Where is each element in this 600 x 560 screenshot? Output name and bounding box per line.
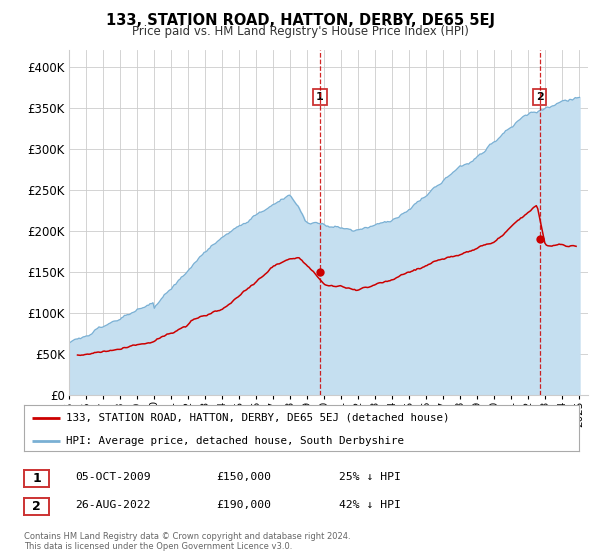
Text: £190,000: £190,000 (216, 500, 271, 510)
Text: 1: 1 (32, 472, 41, 485)
Text: 26-AUG-2022: 26-AUG-2022 (75, 500, 151, 510)
Text: 1: 1 (316, 92, 324, 102)
Text: 133, STATION ROAD, HATTON, DERBY, DE65 5EJ (detached house): 133, STATION ROAD, HATTON, DERBY, DE65 5… (65, 413, 449, 423)
Text: 05-OCT-2009: 05-OCT-2009 (75, 472, 151, 482)
Text: £150,000: £150,000 (216, 472, 271, 482)
Text: Contains HM Land Registry data © Crown copyright and database right 2024.: Contains HM Land Registry data © Crown c… (24, 532, 350, 541)
Text: HPI: Average price, detached house, South Derbyshire: HPI: Average price, detached house, Sout… (65, 436, 404, 446)
Text: This data is licensed under the Open Government Licence v3.0.: This data is licensed under the Open Gov… (24, 542, 292, 550)
Text: Price paid vs. HM Land Registry's House Price Index (HPI): Price paid vs. HM Land Registry's House … (131, 25, 469, 38)
Text: 25% ↓ HPI: 25% ↓ HPI (339, 472, 401, 482)
Text: 2: 2 (536, 92, 544, 102)
Text: 2: 2 (32, 500, 41, 513)
Text: 42% ↓ HPI: 42% ↓ HPI (339, 500, 401, 510)
Text: 133, STATION ROAD, HATTON, DERBY, DE65 5EJ: 133, STATION ROAD, HATTON, DERBY, DE65 5… (106, 13, 494, 29)
